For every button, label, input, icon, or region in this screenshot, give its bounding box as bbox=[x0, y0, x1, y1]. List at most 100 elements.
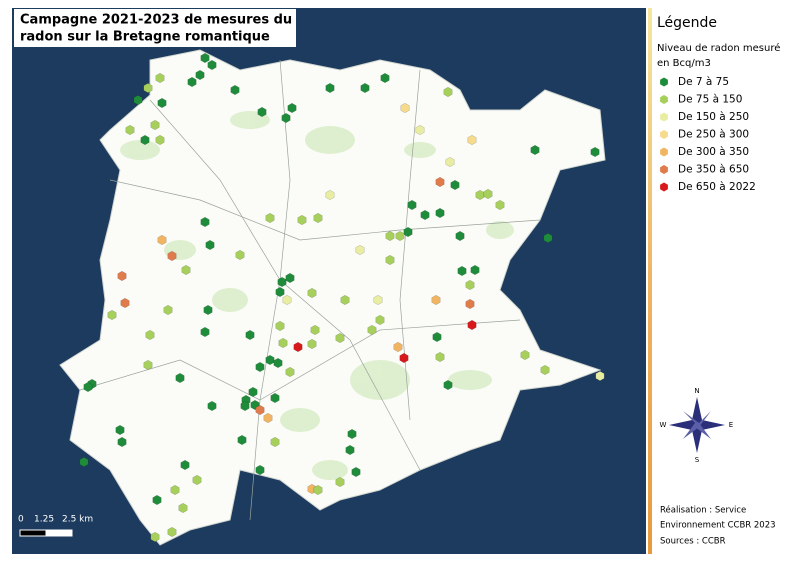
measurement-point bbox=[520, 349, 530, 361]
vegetation-patch bbox=[120, 140, 160, 160]
scale-bar bbox=[45, 529, 73, 537]
measurement-point bbox=[83, 381, 93, 393]
measurement-point bbox=[157, 234, 167, 246]
legend-strip bbox=[648, 8, 652, 554]
measurement-point bbox=[181, 264, 191, 276]
vegetation-patch bbox=[404, 142, 436, 158]
measurement-point bbox=[207, 59, 217, 71]
title-line: radon sur la Bretagne romantique bbox=[20, 30, 270, 45]
title-box bbox=[14, 9, 296, 47]
measurement-point bbox=[325, 82, 335, 94]
measurement-point bbox=[205, 239, 215, 251]
credit: Sources : CCBR bbox=[660, 537, 726, 547]
measurement-point bbox=[275, 320, 285, 332]
measurement-point bbox=[175, 372, 185, 384]
vegetation-patch bbox=[280, 408, 320, 432]
measurement-point bbox=[203, 304, 213, 316]
measurement-point bbox=[235, 249, 245, 261]
vegetation-patch bbox=[448, 370, 492, 390]
measurement-point bbox=[282, 294, 292, 306]
measurement-point bbox=[375, 314, 385, 326]
measurement-point bbox=[355, 244, 365, 256]
measurement-point bbox=[393, 341, 403, 353]
measurement-point bbox=[351, 466, 361, 478]
measurement-point bbox=[297, 214, 307, 226]
measurement-point bbox=[155, 134, 165, 146]
legend-swatch bbox=[660, 95, 668, 104]
measurement-point bbox=[275, 286, 285, 298]
legend-label: De 350 à 650 bbox=[678, 164, 749, 176]
measurement-point bbox=[167, 526, 177, 538]
compass-n: N bbox=[694, 387, 699, 395]
measurement-point bbox=[245, 329, 255, 341]
legend-label: De 75 à 150 bbox=[678, 94, 742, 106]
title-line: Campagne 2021-2023 de mesures du bbox=[20, 13, 292, 28]
legend-swatch bbox=[660, 130, 668, 139]
measurement-point bbox=[380, 72, 390, 84]
measurement-point bbox=[450, 179, 460, 191]
measurement-point bbox=[590, 146, 600, 158]
measurement-point bbox=[540, 364, 550, 376]
measurement-point bbox=[178, 502, 188, 514]
measurement-point bbox=[420, 209, 430, 221]
measurement-point bbox=[403, 226, 413, 238]
legend-items: De 7 à 75 De 75 à 150 De 150 à 250 De 250 à… bbox=[660, 76, 756, 193]
scale-label: 1.25 bbox=[34, 515, 54, 525]
measurement-point bbox=[307, 338, 317, 350]
measurement-point bbox=[385, 254, 395, 266]
measurement-point bbox=[340, 294, 350, 306]
measurement-point bbox=[152, 494, 162, 506]
measurement-point bbox=[285, 272, 295, 284]
measurement-point bbox=[257, 106, 267, 118]
measurement-point bbox=[443, 86, 453, 98]
legend-label: De 650 à 2022 bbox=[678, 181, 756, 193]
measurement-point bbox=[415, 124, 425, 136]
vegetation-patch bbox=[312, 460, 348, 480]
measurement-point bbox=[255, 361, 265, 373]
measurement-point bbox=[273, 357, 283, 369]
measurement-point bbox=[465, 298, 475, 310]
measurement-point bbox=[150, 119, 160, 131]
measurement-point bbox=[281, 112, 291, 124]
legend-swatch bbox=[660, 165, 668, 174]
measurement-point bbox=[145, 329, 155, 341]
measurement-point bbox=[125, 124, 135, 136]
measurement-point bbox=[530, 144, 540, 156]
territory bbox=[59, 49, 606, 546]
legend-panel bbox=[648, 8, 792, 554]
credit: Réalisation : Service bbox=[660, 505, 746, 516]
measurement-point bbox=[287, 102, 297, 114]
measurement-point bbox=[467, 134, 477, 146]
measurement-point bbox=[277, 276, 287, 288]
compass-w: W bbox=[660, 421, 667, 429]
measurement-point bbox=[187, 76, 197, 88]
measurement-point bbox=[455, 230, 465, 242]
compass: N S E W bbox=[660, 387, 734, 464]
measurement-point bbox=[457, 265, 467, 277]
legend-swatch bbox=[660, 77, 668, 87]
measurement-point bbox=[143, 82, 153, 94]
measurement-point bbox=[360, 82, 370, 94]
measurement-point bbox=[167, 250, 177, 262]
measurement-point bbox=[195, 69, 205, 81]
measurement-point bbox=[270, 436, 280, 448]
measurement-point bbox=[163, 304, 173, 316]
measurement-point bbox=[313, 212, 323, 224]
legend-swatch bbox=[660, 112, 668, 122]
measurement-point bbox=[407, 199, 417, 211]
measurement-point bbox=[465, 279, 475, 291]
vegetation-patch bbox=[212, 288, 248, 312]
measurement-point bbox=[335, 332, 345, 344]
scale-label: 2.5 km bbox=[62, 515, 93, 525]
vegetation-patch bbox=[486, 221, 514, 239]
measurement-point bbox=[79, 456, 89, 468]
measurement-point bbox=[157, 97, 167, 109]
measurement-point bbox=[200, 326, 210, 338]
measurement-point bbox=[200, 52, 210, 64]
measurement-point bbox=[395, 230, 405, 242]
legend-subtitle: Niveau de radon mesuré bbox=[657, 42, 780, 54]
measurement-point bbox=[117, 436, 127, 448]
measurement-point bbox=[263, 412, 273, 424]
measurement-point bbox=[117, 270, 127, 282]
legend-label: De 7 à 75 bbox=[678, 76, 729, 88]
